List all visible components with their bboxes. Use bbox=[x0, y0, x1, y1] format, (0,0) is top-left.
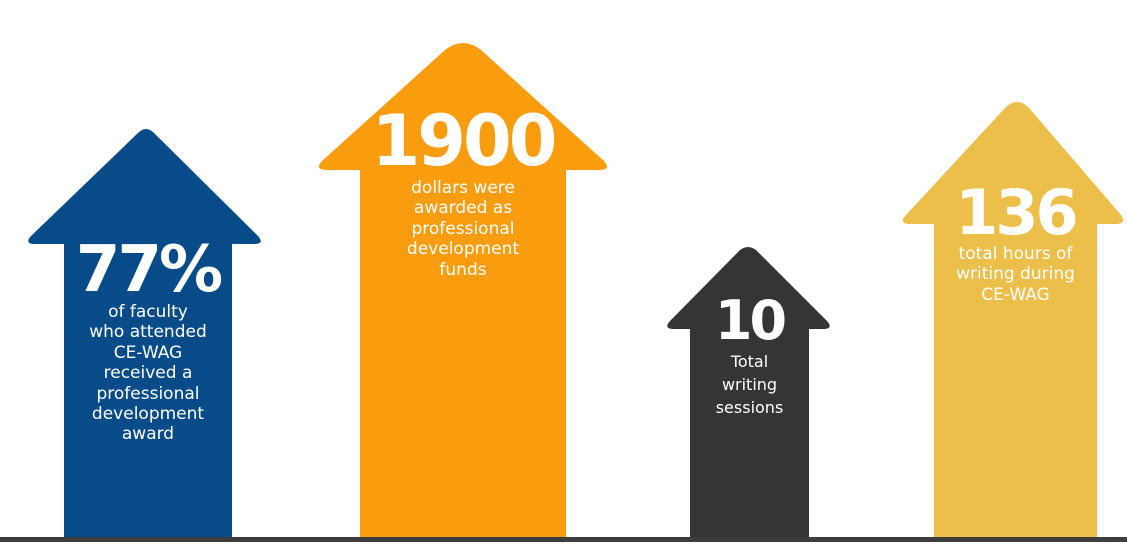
stat-description: dollars were awarded as professional dev… bbox=[360, 178, 566, 280]
description-line: development bbox=[91, 403, 205, 424]
description-line: awarded as bbox=[413, 198, 513, 219]
arrow-blue bbox=[28, 129, 261, 538]
description-line: CE-WAG bbox=[113, 342, 183, 363]
stat-writing-sessions: 10 Total writing sessions bbox=[690, 294, 809, 420]
stat-dollars-awarded: 1900 dollars were awarded as professiona… bbox=[360, 106, 566, 280]
stat-description: Total writing sessions bbox=[690, 350, 809, 420]
stat-value: 77% bbox=[75, 233, 223, 307]
description-line: writing bbox=[721, 375, 778, 395]
description-line: professional bbox=[411, 218, 515, 239]
stat-value: 136 bbox=[955, 176, 1078, 249]
description-line: dollars were bbox=[411, 178, 515, 198]
description-line: Total bbox=[730, 352, 769, 371]
description-line: funds bbox=[439, 259, 487, 280]
arrow-orange bbox=[318, 43, 608, 538]
arrow-yellow bbox=[902, 102, 1123, 538]
stat-description: total hours of writing during CE-WAG bbox=[934, 244, 1097, 305]
description-line: of faculty bbox=[108, 302, 188, 322]
description-line: total hours of bbox=[958, 244, 1073, 264]
stat-writing-hours: 136 total hours of writing during CE-WAG bbox=[934, 182, 1097, 305]
baseline-rule bbox=[0, 537, 1127, 542]
description-line: writing during bbox=[956, 264, 1075, 285]
description-line: sessions bbox=[715, 398, 784, 418]
description-line: who attended bbox=[89, 322, 207, 343]
stat-value: 1900 bbox=[371, 100, 558, 182]
description-line: professional bbox=[96, 383, 200, 404]
description-line: CE-WAG bbox=[981, 284, 1050, 305]
description-line: development bbox=[406, 239, 520, 260]
description-line: received a bbox=[103, 363, 193, 384]
arrow-dark bbox=[667, 247, 830, 538]
stat-value: 10 bbox=[714, 289, 787, 352]
stat-description: of faculty who attended CE-WAG received … bbox=[64, 302, 232, 445]
stat-faculty-award: 77% of faculty who attended CE-WAG recei… bbox=[64, 238, 232, 445]
description-line: award bbox=[121, 424, 175, 445]
